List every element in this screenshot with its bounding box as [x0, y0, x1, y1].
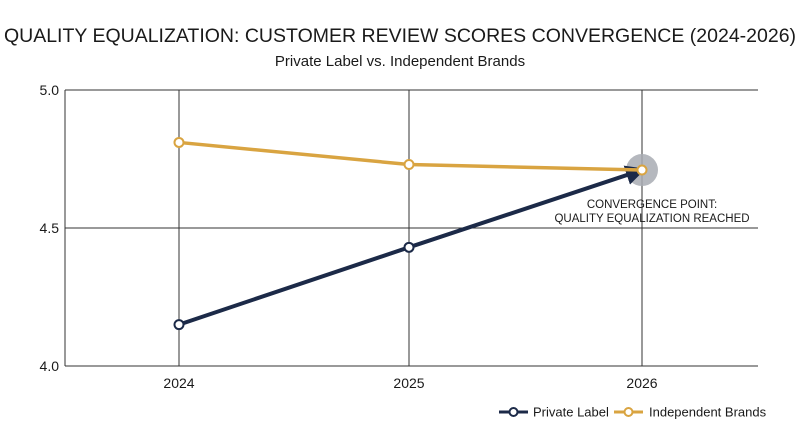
x-tick-label-2025: 2025: [393, 375, 424, 391]
legend-marker-private-label: [508, 407, 519, 417]
data-point-independent-brands-2025: [403, 159, 415, 171]
y-tick-label-4.5: 4.5: [40, 220, 60, 236]
x-tick-label-2026: 2026: [626, 375, 657, 391]
chart-subtitle: Private Label vs. Independent Brands: [275, 53, 525, 70]
annotation-line-1: CONVERGENCE POINT:: [587, 199, 717, 211]
legend-marker-independent-brands: [623, 407, 634, 417]
legend-item-private-label[interactable]: Private Label: [499, 405, 609, 420]
legend-label-independent-brands: Independent Brands: [649, 405, 767, 420]
data-point-independent-brands-2024: [173, 136, 185, 148]
chart-title: QUALITY EQUALIZATION: CUSTOMER REVIEW SC…: [4, 25, 796, 47]
data-point-private-label-2024: [173, 319, 185, 331]
axis-labels: 4.0 4.5 5.0 2024 2025 2026: [40, 82, 658, 391]
legend: Private Label Independent Brands: [499, 405, 767, 420]
annotation: CONVERGENCE POINT: QUALITY EQUALIZATION …: [554, 199, 749, 225]
y-tick-label-5.0: 5.0: [40, 82, 60, 98]
legend-label-private-label: Private Label: [533, 405, 609, 420]
y-tick-label-4.0: 4.0: [40, 358, 60, 374]
data-point-private-label-2025: [403, 241, 415, 253]
legend-item-independent-brands[interactable]: Independent Brands: [614, 405, 767, 420]
grid: [64, 89, 758, 367]
x-tick-label-2024: 2024: [163, 375, 194, 391]
series-points: [173, 136, 648, 331]
annotation-line-2: QUALITY EQUALIZATION REACHED: [554, 213, 749, 225]
data-point-independent-brands-2026: [636, 164, 648, 176]
